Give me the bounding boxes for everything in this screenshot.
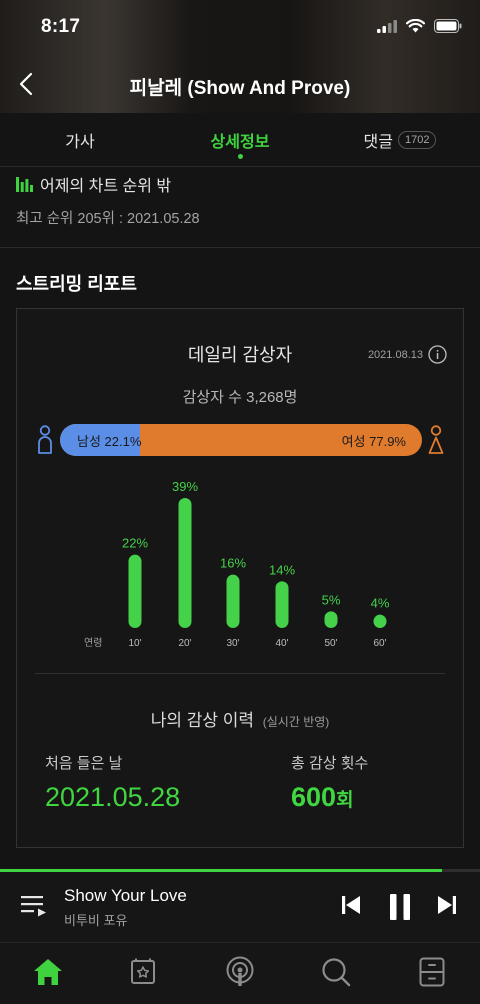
streaming-report-title: 스트리밍 리포트 <box>16 274 137 294</box>
age-bar-value-label: 5% <box>322 592 341 607</box>
age-bar-3 <box>275 581 289 628</box>
first-listen-label: 처음 들은 날 <box>45 755 123 772</box>
listening-history-title: 나의 감상 이력 (실시간 반영) <box>17 706 463 731</box>
gender-ratio-bar: 남성 22.1% 여성 77.9% <box>60 424 422 456</box>
status-icons <box>377 19 462 33</box>
daily-listeners-title: 데일리 감상자 <box>187 345 293 365</box>
playback-progress-fill <box>0 869 442 872</box>
tab-comments-label: 댓글 <box>363 134 393 151</box>
listener-count: 감상자 수 3,268명 <box>182 389 298 406</box>
comments-count-badge: 1702 <box>397 131 437 149</box>
age-category-label: 30' <box>226 638 239 649</box>
age-bar-value-label: 39% <box>172 479 198 494</box>
total-plays-unit: 회 <box>336 790 354 811</box>
age-distribution-chart: 22% 10' 39% 20' 16% 30' 14% 40' 5% 50' 4% 60' <box>122 479 390 649</box>
pause-icon <box>390 894 410 920</box>
storage-icon <box>419 957 445 987</box>
age-category-label: 50' <box>324 638 337 649</box>
track-artist: 비투비 포유 <box>64 913 128 928</box>
tab-details-label: 상세정보 <box>210 134 270 151</box>
report-date-text: 2021.08.13 <box>367 348 423 361</box>
tab-comments[interactable]: 댓글 1702 <box>340 113 460 167</box>
age-axis-label: 연령 <box>84 638 103 649</box>
tab-lyrics[interactable]: 가사 <box>30 113 130 167</box>
chart-bars-icon <box>16 176 33 192</box>
age-category-label: 40' <box>275 638 288 649</box>
playlist-icon <box>21 896 46 917</box>
nav-search[interactable] <box>316 955 356 989</box>
nav-home[interactable] <box>28 955 68 989</box>
active-tab-indicator <box>238 154 243 159</box>
total-plays-number: 600 <box>291 782 337 812</box>
header: 8:17 피날레 (Show <box>0 0 480 113</box>
total-plays-label: 총 감상 횟수 <box>291 755 369 772</box>
yesterday-chart-rank: 어제의 차트 순위 밖 <box>16 172 171 196</box>
age-bar-value-label: 4% <box>371 596 390 611</box>
tab-bar: 가사 상세정보 댓글 1702 <box>0 113 480 167</box>
battery-icon <box>434 19 462 33</box>
info-icon[interactable] <box>428 345 447 364</box>
total-plays-value: 600회 <box>291 782 354 813</box>
signal-icon <box>377 19 397 33</box>
age-bar-value-label: 22% <box>122 536 148 551</box>
pause-button[interactable] <box>389 894 411 925</box>
mini-player[interactable]: Show Your Love 비투비 포유 <box>0 872 480 942</box>
library-icon <box>131 958 155 984</box>
status-bar: 8:17 <box>0 0 480 58</box>
age-bar-2 <box>226 574 240 628</box>
search-icon <box>322 958 351 987</box>
home-icon <box>34 959 62 985</box>
tab-lyrics-label: 가사 <box>65 134 95 151</box>
track-title: Show Your Love <box>64 886 187 905</box>
male-ratio-segment: 남성 22.1% <box>60 424 142 456</box>
age-bar-1 <box>178 498 192 628</box>
playlist-button[interactable] <box>21 894 47 923</box>
section-divider <box>0 247 480 248</box>
nav-library[interactable] <box>123 955 163 989</box>
status-time: 8:17 <box>41 16 81 37</box>
report-date: 2021.08.13 <box>368 345 447 364</box>
female-ratio-segment: 여성 77.9% <box>140 424 422 456</box>
age-bar-4 <box>324 611 338 628</box>
nav-storage[interactable] <box>412 955 452 989</box>
age-bar-5 <box>373 614 387 628</box>
age-category-label: 10' <box>128 638 141 649</box>
streaming-report-card: 데일리 감상자 2021.08.13 감상자 수 3,268명 남성 22.1%… <box>16 308 464 848</box>
male-ratio-label: 남성 22.1% <box>77 433 142 449</box>
male-person-icon <box>38 425 52 454</box>
skip-previous-icon <box>342 896 360 914</box>
next-track-button[interactable] <box>437 894 457 921</box>
bottom-navigation <box>0 942 480 1004</box>
age-bar-0 <box>128 554 142 628</box>
tab-details[interactable]: 상세정보 <box>190 113 290 167</box>
age-category-label: 20' <box>178 638 191 649</box>
best-rank: 최고 순위 205위 : 2021.05.28 <box>16 211 200 227</box>
listening-history-title-text: 나의 감상 이력 <box>150 711 255 730</box>
podcast-icon <box>226 956 254 986</box>
chevron-left-icon <box>19 72 33 96</box>
card-divider <box>35 673 445 674</box>
age-bar-value-label: 16% <box>220 556 246 571</box>
female-person-icon <box>428 425 444 454</box>
female-ratio-label: 여성 77.9% <box>341 433 406 449</box>
top-nav: 피날레 (Show And Prove) <box>0 62 480 106</box>
song-title: 피날레 (Show And Prove) <box>129 78 351 99</box>
listening-history-note: (실시간 반영) <box>262 715 330 729</box>
previous-track-button[interactable] <box>341 894 361 921</box>
back-button[interactable] <box>14 70 38 98</box>
nav-podcast[interactable] <box>220 955 260 989</box>
skip-next-icon <box>438 896 456 914</box>
header-shade <box>0 0 480 113</box>
playback-progress-bar[interactable] <box>0 869 480 872</box>
age-bar-value-label: 14% <box>269 562 295 577</box>
wifi-icon <box>406 19 425 33</box>
yesterday-rank-label: 어제의 차트 순위 밖 <box>40 178 172 195</box>
first-listen-value: 2021.05.28 <box>45 782 181 812</box>
age-category-label: 60' <box>373 638 386 649</box>
